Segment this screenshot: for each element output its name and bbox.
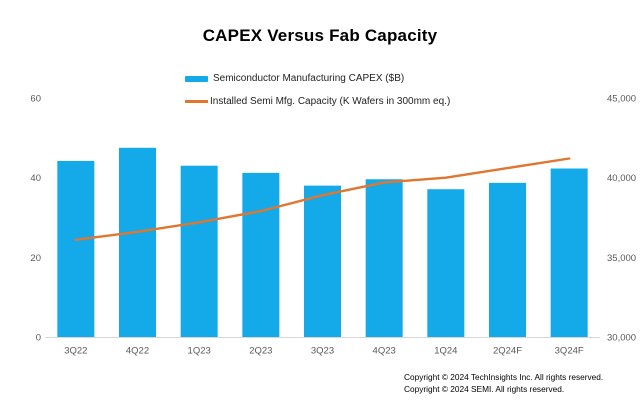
capacity-legend-swatch-icon — [185, 100, 208, 103]
x-axis-label-3Q23: 3Q23 — [311, 346, 334, 357]
right-axis-tick-label: 45,000 — [607, 94, 636, 105]
x-axis-label-4Q22: 4Q22 — [126, 346, 149, 357]
legend-capacity-label: Installed Semi Mfg. Capacity (K Wafers i… — [210, 96, 451, 107]
copyright-footer: Copyright © 2024 TechInsights Inc. All r… — [404, 372, 603, 395]
bar-4Q22 — [119, 147, 156, 337]
bar-3Q24F — [550, 168, 588, 337]
bar-2Q23 — [242, 172, 280, 337]
x-axis-label-3Q22: 3Q22 — [64, 346, 87, 357]
legend-capex-label: Semiconductor Manufacturing CAPEX ($B) — [213, 73, 405, 84]
x-axis-label-4Q23: 4Q23 — [373, 346, 396, 357]
legend: Semiconductor Manufacturing CAPEX ($B) I… — [185, 72, 450, 108]
x-axis-label-2Q23: 2Q23 — [249, 346, 272, 357]
left-axis-tick-label: 60 — [30, 94, 41, 105]
capex-legend-swatch-icon — [185, 75, 208, 82]
x-axis-label-1Q24: 1Q24 — [434, 346, 457, 357]
legend-item-capex: Semiconductor Manufacturing CAPEX ($B) — [185, 72, 450, 85]
right-axis-tick-label: 40,000 — [607, 173, 636, 184]
chart-title: CAPEX Versus Fab Capacity — [202, 26, 438, 45]
bar-1Q23 — [180, 165, 218, 337]
x-axis-label-2Q24F: 2Q24F — [493, 346, 522, 357]
bar-2Q24F — [489, 182, 526, 337]
right-axis-tick-label: 35,000 — [607, 253, 636, 264]
bar-3Q23 — [304, 185, 341, 337]
bar-3Q22 — [57, 160, 95, 337]
legend-item-capacity: Installed Semi Mfg. Capacity (K Wafers i… — [185, 95, 450, 108]
x-axis-label-3Q24F: 3Q24F — [555, 346, 584, 357]
left-axis-tick-label: 20 — [30, 253, 41, 264]
left-axis-tick-label: 0 — [36, 333, 41, 344]
right-axis-tick-label: 30,000 — [607, 333, 636, 344]
bar-4Q23 — [365, 179, 403, 337]
left-axis-tick-label: 40 — [30, 173, 41, 184]
bar-1Q24 — [427, 189, 465, 337]
x-axis-label-1Q23: 1Q23 — [188, 346, 211, 357]
capacity-line — [74, 157, 571, 242]
copyright-line-techinsights: Copyright © 2024 TechInsights Inc. All r… — [404, 372, 604, 382]
copyright-line-semi: Copyright © 2024 SEMI. All rights reserv… — [404, 383, 565, 394]
